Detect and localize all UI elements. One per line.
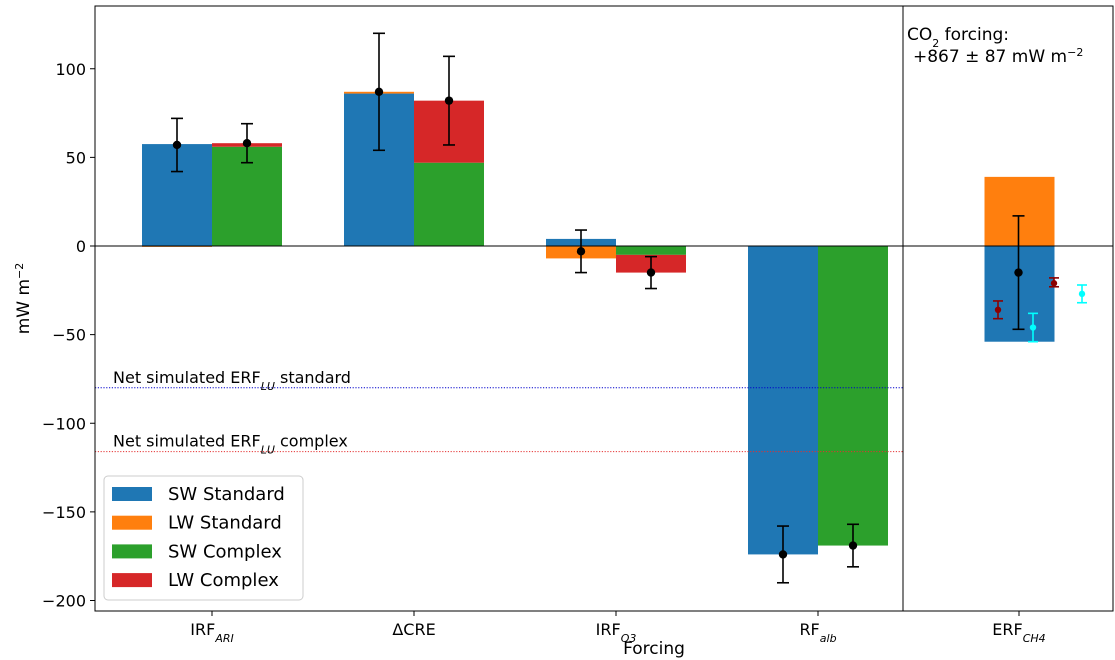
plot-area: Net simulated ERFLU standard Net simulate…: [95, 6, 1113, 611]
x-tick-label-1: ΔCRE: [392, 620, 435, 639]
legend-swatch-1: [112, 515, 152, 530]
methane-estimate-point-3-marker: [1078, 290, 1086, 298]
legend-swatch-0: [112, 487, 152, 501]
bar-sw-complex-3: [818, 246, 888, 546]
methane-estimate-point-3: [1077, 284, 1087, 304]
methane-estimate-point-0-marker: [994, 306, 1002, 314]
net-point-standard-0-marker: [172, 140, 182, 150]
legend-label-2: SW Complex: [168, 541, 282, 562]
legend-label-0: SW Standard: [168, 484, 285, 505]
co2-forcing-value: +867 ± 87 mW m−2: [913, 46, 1083, 68]
legend-label-1: LW Standard: [168, 513, 282, 534]
net-point-standard-0: [171, 117, 183, 173]
net-point-standard-1-marker: [374, 87, 384, 96]
bar-sw-complex-2: [616, 246, 686, 255]
reference-line-label-0: Net simulated ERFLU standard: [113, 368, 351, 393]
methane-estimate-point-2: [1049, 277, 1059, 288]
y-tick-label-4: −100: [42, 414, 86, 433]
bar-sw-standard-3: [748, 246, 818, 555]
legend-swatch-3: [112, 573, 152, 588]
net-point-complex-3: [847, 523, 859, 568]
legend-box: [103, 475, 304, 601]
co2-forcing-title: CO2 forcing:: [907, 25, 1009, 50]
bar-lw-standard-4: [984, 176, 1055, 246]
bar-sw-complex-1: [414, 162, 484, 246]
net-point-complex-2-marker: [646, 268, 656, 277]
net-point-standard-3-marker: [778, 550, 788, 559]
net-point-complex-1-marker: [444, 96, 454, 105]
legend-swatch-2: [112, 544, 152, 559]
y-tick-label-6: −200: [42, 592, 86, 611]
net-point-standard-4-marker: [1014, 268, 1023, 277]
net-point-standard-2-marker: [576, 247, 586, 256]
y-tick-label-0: 100: [55, 60, 86, 79]
x-tick-label-0: IRFARI: [190, 620, 233, 645]
net-point-complex-3-marker: [848, 541, 858, 550]
net-point-standard-1: [373, 32, 385, 152]
axes-frame: [94, 5, 1114, 612]
legend: SW Standard LW Standard SW Complex LW Compl…: [103, 475, 304, 601]
x-axis-label: Forcing: [623, 639, 685, 659]
reference-line-label-1: Net simulated ERFLU complex: [113, 432, 348, 457]
x-tick-label-3: RFalb: [799, 620, 836, 645]
methane-estimate-point-1-marker: [1029, 324, 1037, 331]
axes: 100 50 0 −50 −100 −150 −200 IRFARI ΔCRE IRFO3 RFal…: [13, 5, 1114, 659]
y-tick-label-5: −150: [42, 503, 86, 522]
net-point-standard-3: [777, 525, 789, 584]
y-tick-label-2: 0: [76, 237, 86, 256]
y-tick-label-1: 50: [66, 148, 86, 167]
net-point-complex-2: [645, 255, 657, 290]
net-point-complex-0-marker: [242, 138, 252, 148]
net-point-standard-4: [1012, 215, 1025, 331]
x-tick-label-2: IRFO3: [596, 620, 637, 645]
legend-label-3: LW Complex: [168, 570, 279, 591]
methane-estimate-point-1: [1028, 312, 1038, 343]
x-tick-label-4: ERFCH4: [992, 620, 1045, 645]
methane-estimate-point-0: [993, 300, 1003, 320]
net-point-complex-1: [443, 55, 455, 146]
net-point-standard-2: [575, 229, 587, 274]
net-point-complex-0: [241, 122, 253, 164]
methane-estimate-point-2-marker: [1050, 280, 1058, 287]
y-axis-label: mW m−2: [13, 263, 35, 335]
bar-sw-standard-4: [984, 246, 1055, 342]
y-tick-label-3: −50: [52, 326, 86, 345]
